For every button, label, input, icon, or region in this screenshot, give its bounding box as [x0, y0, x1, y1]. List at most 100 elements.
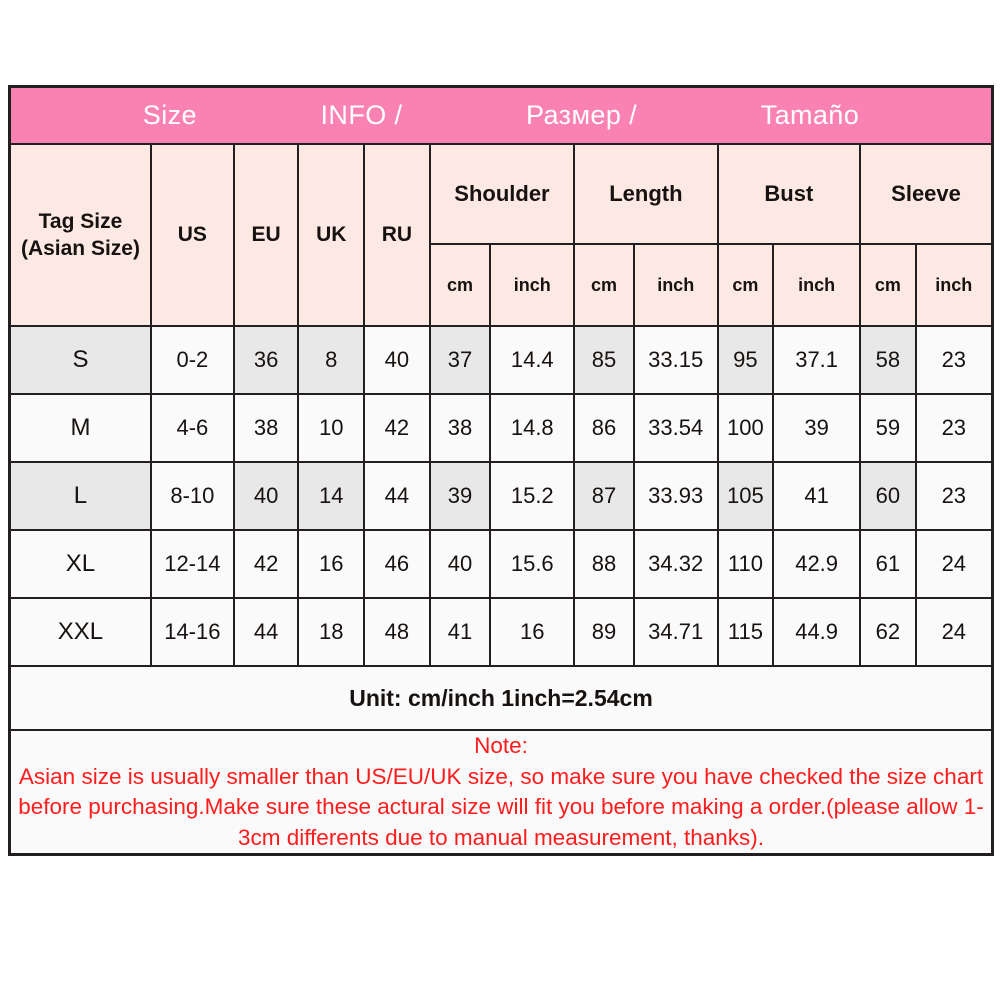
cell-bust-cm: 115: [716, 597, 775, 667]
cell-shoulder-inch: 14.4: [489, 325, 576, 395]
note-block: Note: Asian size is usually smaller than…: [11, 731, 991, 853]
cell-shoulder-cm: 40: [428, 529, 492, 599]
banner-row: Size INFO / Размер / Tamaño: [9, 86, 993, 145]
cell-sleeve-inch: 24: [914, 597, 994, 667]
cell-shoulder-cm: 38: [428, 393, 492, 463]
cell-tag-size: XL: [8, 529, 152, 599]
header-unit-shoulder-inch: inch: [489, 243, 576, 327]
header-unit-length-inch: inch: [632, 243, 719, 327]
cell-shoulder-inch: 14.8: [489, 393, 576, 463]
cell-bust-cm: 110: [716, 529, 775, 599]
note-title: Note:: [474, 733, 528, 758]
cell-shoulder-cm: 39: [428, 461, 492, 531]
cell-length-inch: 33.54: [632, 393, 719, 463]
cell-shoulder-cm: 37: [428, 325, 492, 395]
cell-tag-size: S: [8, 325, 152, 395]
cell-sleeve-inch: 23: [914, 325, 994, 395]
cell-uk: 10: [297, 393, 366, 463]
banner-segment-tamano: Tamaño: [760, 100, 860, 130]
cell-eu: 44: [232, 597, 300, 667]
cell-bust-cm: 100: [716, 393, 775, 463]
size-chart-container: Size INFO / Размер / Tamaño Tag Size (As…: [8, 85, 994, 857]
cell-length-inch: 33.15: [632, 325, 719, 395]
cell-uk: 14: [297, 461, 366, 531]
header-eu: EU: [232, 143, 300, 327]
table-row: XXL 14-16 44 18 48 41 16 89 34.71 115 44…: [8, 597, 994, 667]
cell-length-inch: 33.93: [632, 461, 719, 531]
cell-sleeve-cm: 58: [859, 325, 917, 395]
header-unit-length-cm: cm: [573, 243, 635, 327]
table-row: L 8-10 40 14 44 39 15.2 87 33.93 105 41 …: [8, 461, 994, 531]
cell-bust-inch: 44.9: [772, 597, 862, 667]
table-row: XL 12-14 42 16 46 40 15.6 88 34.32 110 4…: [8, 529, 994, 599]
cell-eu: 40: [232, 461, 300, 531]
note-cell: Note: Asian size is usually smaller than…: [8, 729, 994, 856]
header-row-groups: Tag Size (Asian Size) US EU UK RU Should…: [8, 143, 994, 327]
header-group-sleeve: Sleeve: [859, 143, 994, 245]
cell-us: 8-10: [149, 461, 235, 531]
cell-length-inch: 34.32: [632, 529, 719, 599]
cell-tag-size: L: [8, 461, 152, 531]
cell-us: 12-14: [149, 529, 235, 599]
cell-us: 4-6: [149, 393, 235, 463]
cell-length-cm: 86: [573, 393, 635, 463]
cell-ru: 42: [363, 393, 431, 463]
cell-bust-cm: 105: [716, 461, 775, 531]
cell-bust-inch: 42.9: [772, 529, 862, 599]
banner-segment-razmer: Размер /: [526, 100, 638, 130]
cell-us: 14-16: [149, 597, 235, 667]
cell-sleeve-inch: 23: [914, 393, 994, 463]
cell-sleeve-cm: 59: [859, 393, 917, 463]
cell-ru: 40: [363, 325, 431, 395]
cell-shoulder-inch: 16: [489, 597, 576, 667]
cell-shoulder-inch: 15.6: [489, 529, 576, 599]
header-us: US: [149, 143, 235, 327]
cell-eu: 36: [232, 325, 300, 395]
cell-bust-inch: 39: [772, 393, 862, 463]
cell-ru: 44: [363, 461, 431, 531]
cell-shoulder-inch: 15.2: [489, 461, 576, 531]
cell-sleeve-cm: 60: [859, 461, 917, 531]
header-group-bust: Bust: [716, 143, 862, 245]
header-unit-sleeve-inch: inch: [914, 243, 994, 327]
cell-bust-inch: 41: [772, 461, 862, 531]
cell-ru: 46: [363, 529, 431, 599]
header-ru: RU: [363, 143, 431, 327]
cell-sleeve-cm: 62: [859, 597, 917, 667]
note-body: Asian size is usually smaller than US/EU…: [18, 763, 984, 850]
header-unit-shoulder-cm: cm: [428, 243, 492, 327]
unit-note-text: Unit: cm/inch 1inch=2.54cm: [8, 665, 994, 731]
table-row: S 0-2 36 8 40 37 14.4 85 33.15 95 37.1 5…: [8, 325, 994, 395]
cell-bust-cm: 95: [716, 325, 775, 395]
cell-sleeve-inch: 23: [914, 461, 994, 531]
note-row: Note: Asian size is usually smaller than…: [8, 729, 994, 856]
cell-eu: 42: [232, 529, 300, 599]
header-group-shoulder: Shoulder: [428, 143, 576, 245]
cell-length-cm: 89: [573, 597, 635, 667]
cell-eu: 38: [232, 393, 300, 463]
unit-note-row: Unit: cm/inch 1inch=2.54cm: [8, 665, 994, 731]
header-unit-bust-cm: cm: [716, 243, 775, 327]
cell-length-inch: 34.71: [632, 597, 719, 667]
cell-length-cm: 87: [573, 461, 635, 531]
header-tag-size: Tag Size (Asian Size): [8, 143, 152, 327]
header-uk: UK: [297, 143, 366, 327]
cell-tag-size: XXL: [8, 597, 152, 667]
size-chart-table: Size INFO / Размер / Tamaño Tag Size (As…: [8, 85, 994, 857]
table-row: M 4-6 38 10 42 38 14.8 86 33.54 100 39 5…: [8, 393, 994, 463]
cell-sleeve-cm: 61: [859, 529, 917, 599]
cell-tag-size: M: [8, 393, 152, 463]
cell-us: 0-2: [149, 325, 235, 395]
cell-uk: 16: [297, 529, 366, 599]
cell-shoulder-cm: 41: [428, 597, 492, 667]
banner-segment-size: Size: [142, 100, 197, 130]
header-unit-bust-inch: inch: [772, 243, 862, 327]
cell-bust-inch: 37.1: [772, 325, 862, 395]
cell-length-cm: 85: [573, 325, 635, 395]
banner-cell: Size INFO / Размер / Tamaño: [9, 86, 993, 145]
header-unit-sleeve-cm: cm: [859, 243, 917, 327]
cell-sleeve-inch: 24: [914, 529, 994, 599]
header-row-units: cm inch cm inch cm inch cm inch: [10, 243, 994, 327]
header-group-length: Length: [573, 143, 719, 245]
